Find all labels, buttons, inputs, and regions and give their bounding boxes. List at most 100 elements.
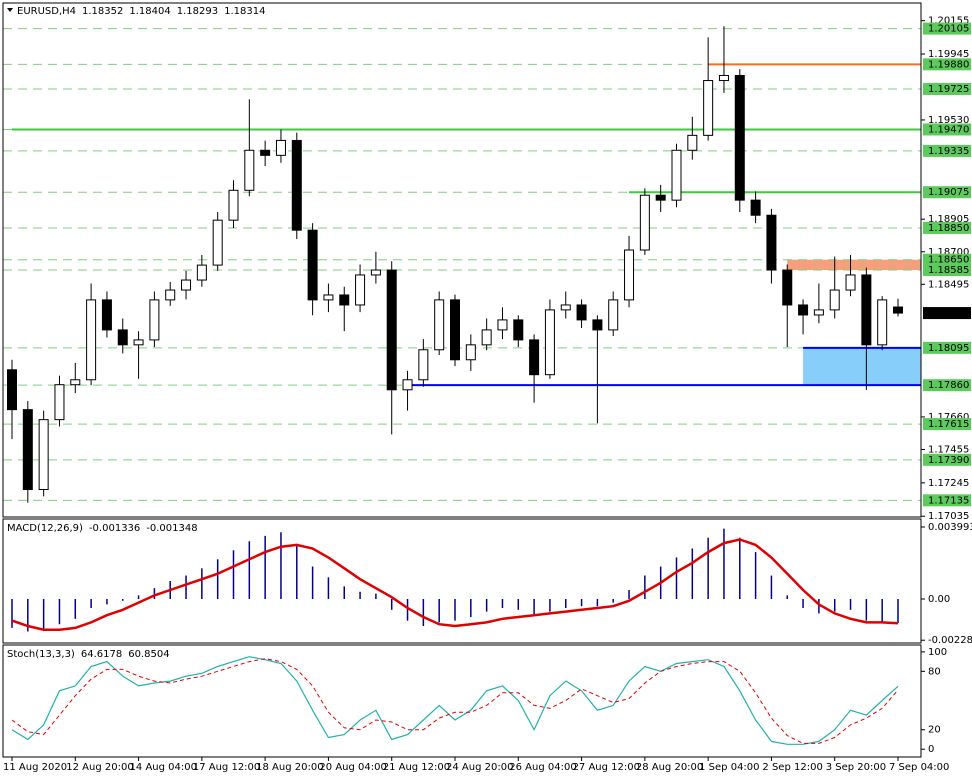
signal-value: 60.8504 [128,649,169,660]
macd-value: -0.001336 [89,523,140,534]
candle-body [228,189,239,221]
level-label-box [923,379,971,392]
x-tick-label: 11 Aug 2020 [3,762,67,773]
y-tick-label: 1.19530 [928,115,969,126]
candle-body [402,379,413,391]
level-label: 1.18850 [928,223,969,234]
level-label-box [923,453,971,466]
candle-body [339,294,350,306]
macd-header: MACD(12,26,9) -0.001336 -0.001348 [7,523,198,534]
x-tick-label: 12 Aug 20:00 [66,762,133,773]
y-tick-label: 0.00 [928,594,950,605]
level-label-box [923,58,971,71]
x-tick-label: 27 Aug 12:00 [573,762,640,773]
y-tick-label: 100 [928,647,947,658]
candle-body [813,309,824,316]
x-tick-label: 18 Aug 20:00 [256,762,323,773]
level-label: 1.17390 [928,455,969,466]
level-label: 1.18095 [928,343,969,354]
y-tick-label: -0.002286 [928,635,972,646]
x-tick-label: 26 Aug 04:00 [509,762,576,773]
current-price-box [923,307,971,320]
candle-body [7,369,17,411]
level-label-box [923,186,971,199]
main-value: 64.6178 [81,649,122,660]
candle-body [149,299,160,341]
candle-body [829,289,840,311]
candle-body [22,409,33,491]
x-tick-label: 21 Aug 12:00 [383,762,450,773]
candle-body [893,306,903,314]
signal-value: -0.001348 [146,523,197,534]
candle-body [117,329,128,346]
high: 1.18404 [129,6,170,17]
level-label: 1.19880 [928,59,969,70]
current-price: 1.18314 [928,308,969,319]
y-tick-label: 0 [928,744,934,755]
level-label: 1.20105 [928,24,969,35]
candle-body [260,149,271,156]
y-tick-label: 1.19945 [928,49,969,60]
level-label: 1.17860 [928,380,969,391]
candle-body [576,304,587,321]
price-panel [2,2,922,518]
candle-body [386,269,397,391]
candle-body [560,304,571,311]
candle-body [181,279,192,291]
candle-body [307,229,318,301]
price-header: EURUSD,H4 1.18352 1.18404 1.18293 1.18314 [17,6,265,17]
candle-body [70,379,81,386]
level-label-box [923,82,971,95]
close: 1.18314 [224,6,265,17]
zone [803,347,921,386]
level-label-box [923,221,971,234]
x-tick-label: 1 Sep 04:00 [699,762,759,773]
level-label: 1.19335 [928,146,969,157]
y-tick-label: 20 [928,725,941,736]
y-tick-label: 1.17660 [928,412,969,423]
candle-body [529,339,540,376]
indicator-line [11,538,899,631]
level-label: 1.17615 [928,419,969,430]
symbol-arrow [7,8,13,12]
candle-body [355,274,366,306]
candle-body [513,319,524,341]
level-label-box [923,264,971,277]
candle-body [133,339,144,346]
candle-body [497,319,508,331]
candle-body [212,219,223,266]
level-label: 1.19725 [928,84,969,95]
indicator-line [11,658,899,744]
candle-body [718,74,729,82]
level-label-box [923,341,971,354]
candle-body [370,269,381,276]
candle-body [845,274,856,291]
candle-body [481,329,492,346]
level-label-box [923,144,971,157]
open: 1.18352 [82,6,123,17]
candle-body [734,74,745,201]
y-tick-label: 1.18905 [928,214,969,225]
level-label: 1.18585 [928,265,969,276]
macd-title: MACD(12,26,9) [7,523,83,534]
candle-body [465,344,476,361]
candle-body [323,294,334,301]
candle-body [38,419,49,491]
y-tick-label: 1.18495 [928,279,969,290]
candle-body [671,149,682,201]
stoch-panel [2,644,922,758]
level-label-box [923,123,971,136]
x-tick-label: 20 Aug 04:00 [319,762,386,773]
level-label-box [923,253,971,266]
candle-body [86,299,97,381]
stoch-title: Stoch(13,3,3) [7,649,75,660]
x-tick-label: 17 Aug 12:00 [193,762,260,773]
zone [787,259,921,271]
candle-body [592,319,603,331]
level-label: 1.17135 [928,495,969,506]
candle-body [291,139,302,231]
x-tick-label: 24 Aug 20:00 [446,762,513,773]
candle-body [639,194,650,251]
